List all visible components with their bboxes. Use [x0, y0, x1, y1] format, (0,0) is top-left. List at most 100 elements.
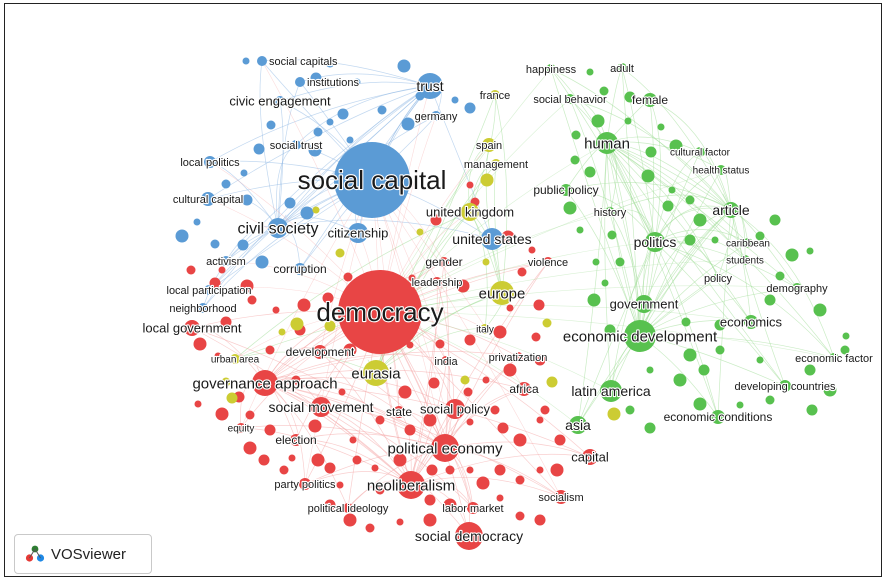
network-node[interactable]	[792, 283, 802, 293]
node-label[interactable]: equity	[227, 422, 256, 435]
network-node[interactable]	[257, 56, 267, 66]
network-node[interactable]	[393, 406, 405, 418]
node-label[interactable]: local participation	[165, 284, 252, 298]
network-node[interactable]	[482, 138, 496, 152]
network-node[interactable]	[311, 397, 331, 417]
network-node[interactable]	[546, 64, 556, 74]
network-node[interactable]	[455, 522, 483, 550]
network-node[interactable]	[343, 503, 353, 513]
network-node[interactable]	[490, 281, 514, 305]
network-node[interactable]	[294, 263, 306, 275]
node-label[interactable]: social capital	[296, 164, 447, 196]
network-node[interactable]	[461, 203, 479, 221]
node-label[interactable]: social trust	[269, 139, 324, 153]
node-label[interactable]: citizenship	[327, 224, 390, 241]
network-node[interactable]	[441, 356, 451, 366]
node-label[interactable]: political economy	[386, 439, 504, 458]
node-label[interactable]: public policy	[532, 182, 600, 198]
node-label[interactable]: social capitals	[268, 55, 339, 69]
node-label[interactable]: neoliberalism	[366, 476, 457, 495]
node-label[interactable]: political ideology	[307, 502, 390, 516]
network-node[interactable]	[417, 73, 443, 99]
node-label[interactable]: violence	[527, 256, 570, 270]
node-label[interactable]: france	[479, 89, 512, 103]
node-label[interactable]: adult	[609, 62, 635, 76]
node-label[interactable]: social behavior	[532, 93, 608, 107]
network-node[interactable]	[711, 410, 725, 424]
network-node[interactable]	[624, 320, 656, 352]
node-label[interactable]: economic development	[562, 327, 719, 346]
node-label[interactable]: management	[463, 158, 529, 172]
node-label[interactable]: germany	[414, 110, 459, 124]
network-node[interactable]	[480, 324, 490, 334]
node-label[interactable]: social policy	[419, 400, 492, 417]
network-node[interactable]	[439, 257, 449, 267]
node-label[interactable]: economic conditions	[663, 409, 774, 425]
network-node[interactable]	[363, 360, 389, 386]
network-node[interactable]	[713, 273, 723, 283]
network-node[interactable]	[744, 315, 758, 329]
node-label[interactable]: india	[433, 355, 459, 369]
node-label[interactable]: privatization	[488, 351, 549, 365]
node-label[interactable]: asia	[564, 416, 592, 434]
network-node[interactable]	[467, 502, 479, 514]
network-node[interactable]	[605, 207, 615, 217]
node-label[interactable]: election	[274, 432, 318, 448]
node-label[interactable]: government	[609, 295, 680, 312]
network-node[interactable]	[716, 165, 726, 175]
network-node[interactable]	[543, 257, 553, 267]
node-label[interactable]: united states	[451, 230, 533, 248]
network-node[interactable]	[299, 478, 311, 490]
network-node[interactable]	[348, 223, 368, 243]
node-label[interactable]: capital	[570, 448, 610, 465]
network-node[interactable]	[221, 256, 231, 266]
node-label[interactable]: local government	[141, 319, 243, 336]
node-label[interactable]: governance approach	[191, 374, 338, 393]
node-label[interactable]: female	[631, 92, 670, 108]
network-node[interactable]	[198, 303, 208, 313]
node-label[interactable]: development	[285, 344, 357, 360]
node-label[interactable]: health status	[692, 164, 751, 177]
node-label[interactable]: economics	[719, 313, 784, 330]
network-node[interactable]	[338, 270, 422, 354]
network-node[interactable]	[184, 320, 200, 336]
node-label[interactable]: cultural capital	[172, 193, 245, 207]
network-node[interactable]	[431, 434, 459, 462]
network-node[interactable]	[431, 111, 441, 121]
node-label[interactable]: europe	[478, 284, 527, 303]
node-label[interactable]: policy	[703, 272, 734, 286]
node-label[interactable]: labor market	[441, 502, 504, 516]
network-node[interactable]	[334, 142, 410, 218]
node-label[interactable]: demography	[765, 282, 829, 296]
network-node[interactable]	[275, 96, 285, 106]
network-node[interactable]	[236, 423, 246, 433]
network-node[interactable]	[743, 238, 753, 248]
node-label[interactable]: social movement	[267, 398, 374, 416]
network-node[interactable]	[617, 63, 627, 73]
network-node[interactable]	[481, 228, 503, 250]
network-node[interactable]	[432, 277, 442, 287]
network-node[interactable]	[445, 399, 465, 419]
node-label[interactable]: students	[725, 254, 765, 267]
node-label[interactable]: gender	[424, 254, 464, 270]
node-label[interactable]: happiness	[525, 63, 578, 77]
node-label[interactable]: local politics	[179, 156, 241, 170]
node-label[interactable]: cultural factor	[669, 146, 732, 159]
network-node[interactable]	[569, 416, 587, 434]
node-label[interactable]: activism	[205, 255, 247, 269]
node-label[interactable]: economic factor	[794, 352, 874, 366]
network-node[interactable]	[290, 434, 302, 446]
network-node[interactable]	[517, 382, 531, 396]
network-node[interactable]	[295, 77, 305, 87]
node-label[interactable]: neighborhood	[168, 302, 237, 316]
node-label[interactable]: latin america	[570, 382, 652, 400]
node-label[interactable]: institutions	[306, 76, 361, 90]
network-node[interactable]	[291, 140, 301, 150]
node-label[interactable]: corruption	[272, 261, 328, 277]
network-node[interactable]	[490, 90, 500, 100]
network-node[interactable]	[313, 345, 327, 359]
network-node[interactable]	[230, 354, 240, 364]
network-node[interactable]	[643, 93, 657, 107]
node-label[interactable]: civil society	[236, 220, 319, 239]
